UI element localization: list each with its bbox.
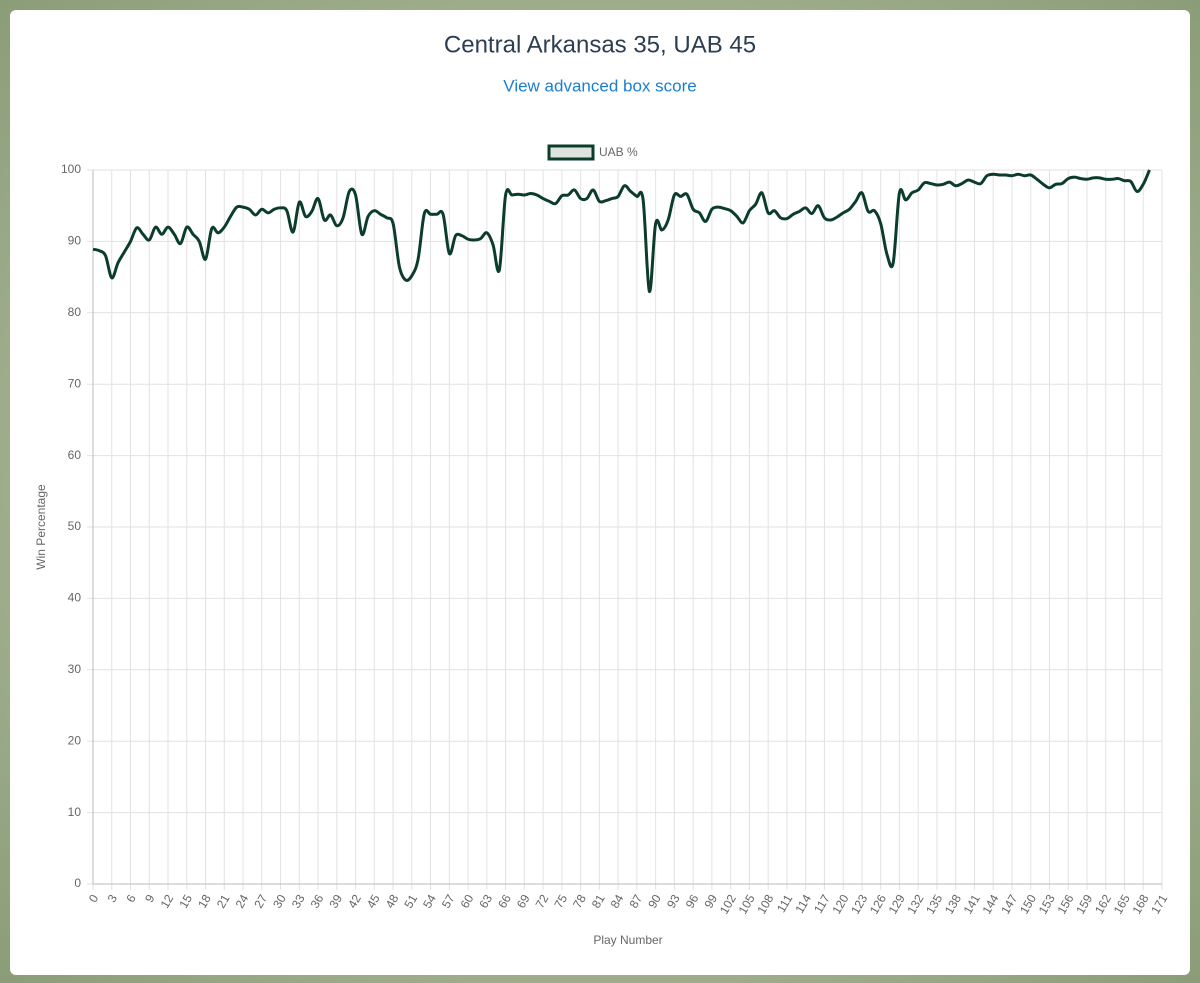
x-tick-label: 102 <box>717 892 739 917</box>
y-axis-label: Win Percentage <box>34 484 48 570</box>
x-tick-label: 159 <box>1073 892 1095 917</box>
x-tick-label: 84 <box>608 892 627 911</box>
y-tick-label: 70 <box>68 376 82 390</box>
box-score-link[interactable]: View advanced box score <box>503 76 696 95</box>
x-tick-label: 141 <box>961 892 983 917</box>
y-tick-label: 10 <box>68 805 82 819</box>
x-tick-label: 63 <box>476 892 495 911</box>
x-tick-label: 15 <box>176 892 195 911</box>
x-tick-label: 48 <box>383 892 402 911</box>
legend-label: UAB % <box>599 145 638 159</box>
x-tick-label: 171 <box>1148 892 1170 917</box>
x-tick-label: 87 <box>626 892 645 911</box>
x-tick-label: 0 <box>86 892 102 905</box>
y-tick-label: 40 <box>68 591 82 605</box>
x-tick-label: 60 <box>458 892 477 911</box>
x-tick-label: 144 <box>979 892 1001 917</box>
y-tick-label: 60 <box>68 448 82 462</box>
chart-title: Central Arkansas 35, UAB 45 <box>444 31 756 58</box>
x-tick-label: 78 <box>570 892 589 911</box>
x-tick-label: 168 <box>1129 892 1151 917</box>
x-tick-label: 153 <box>1036 892 1058 917</box>
win-line <box>92 169 1151 293</box>
y-tick-label: 0 <box>74 876 81 890</box>
x-tick-label: 108 <box>754 892 776 917</box>
x-tick-label: 81 <box>589 892 608 911</box>
x-tick-label: 114 <box>792 892 814 916</box>
y-tick-label: 100 <box>61 162 81 176</box>
x-tick-label: 24 <box>233 892 252 911</box>
x-tick-label: 27 <box>251 892 270 911</box>
x-tick-label: 42 <box>345 892 364 911</box>
x-tick-label: 30 <box>270 892 289 911</box>
x-tick-label: 156 <box>1054 892 1076 917</box>
x-tick-label: 12 <box>158 892 177 911</box>
x-tick-label: 57 <box>439 892 458 911</box>
x-tick-label: 150 <box>1017 892 1039 917</box>
x-tick-label: 162 <box>1092 892 1114 917</box>
y-tick-label: 50 <box>68 519 82 533</box>
y-tick-label: 20 <box>68 733 82 747</box>
x-tick-label: 105 <box>736 892 758 917</box>
x-tick-label: 126 <box>867 892 889 917</box>
x-tick-label: 3 <box>105 892 121 905</box>
x-axis-label: Play Number <box>593 933 662 947</box>
x-tick-label: 93 <box>664 892 683 911</box>
x-tick-label: 129 <box>886 892 908 917</box>
x-tick-label: 18 <box>195 892 214 911</box>
x-tick-label: 135 <box>923 892 945 917</box>
x-tick-label: 51 <box>401 892 420 911</box>
x-tick-label: 45 <box>364 892 383 911</box>
x-tick-label: 123 <box>848 892 870 917</box>
x-tick-label: 39 <box>326 892 345 911</box>
x-tick-label: 138 <box>942 892 964 917</box>
x-tick-label: 90 <box>645 892 664 911</box>
x-tick-label: 120 <box>829 892 851 917</box>
x-tick-label: 117 <box>811 892 833 916</box>
legend-swatch <box>547 144 595 161</box>
x-tick-label: 21 <box>214 892 233 911</box>
x-tick-label: 33 <box>289 892 308 911</box>
y-tick-label: 90 <box>68 234 82 248</box>
x-tick-label: 54 <box>420 892 439 911</box>
x-tick-label: 75 <box>551 892 570 911</box>
x-tick-label: 96 <box>683 892 702 911</box>
x-tick-label: 111 <box>774 892 795 915</box>
x-tick-label: 147 <box>998 892 1020 917</box>
x-tick-label: 99 <box>701 892 720 911</box>
x-tick-label: 36 <box>308 892 327 911</box>
y-tick-label: 80 <box>68 305 82 319</box>
x-tick-label: 72 <box>533 892 552 911</box>
x-tick-label: 9 <box>142 892 158 905</box>
x-tick-label: 69 <box>514 892 533 911</box>
x-tick-label: 6 <box>123 892 139 905</box>
x-tick-label: 132 <box>904 892 926 917</box>
x-tick-label: 66 <box>495 892 514 911</box>
y-tick-label: 30 <box>68 662 82 676</box>
x-tick-label: 165 <box>1111 892 1133 917</box>
